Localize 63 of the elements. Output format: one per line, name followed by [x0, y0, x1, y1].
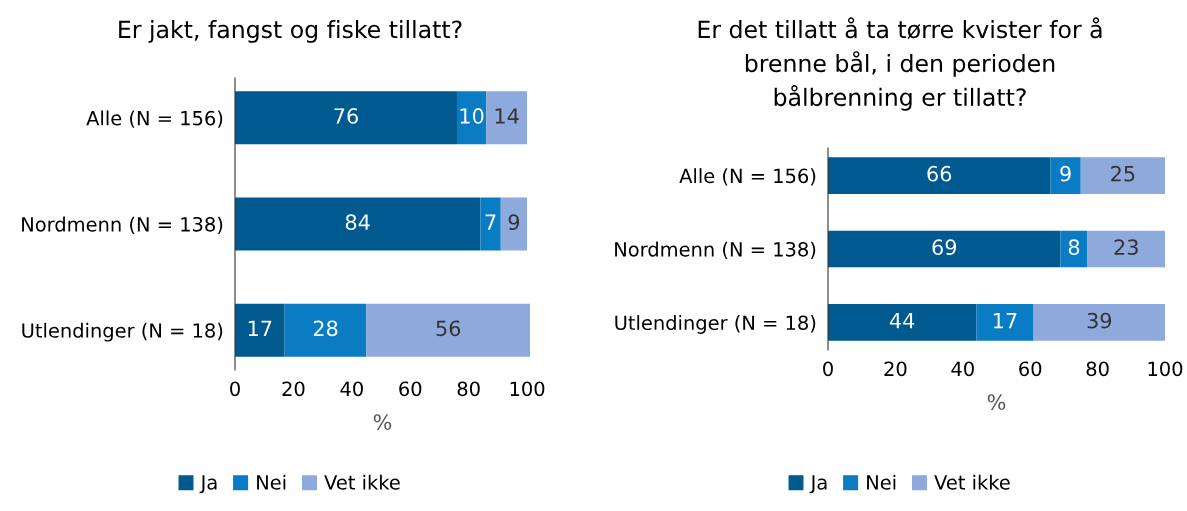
bar [1050, 157, 1081, 194]
data-label: 17 [993, 313, 1017, 329]
data-label: 9 [508, 214, 520, 231]
y-tick-label: Nordmenn (N = 138) [22, 216, 223, 234]
x-tick-label: 40 [340, 381, 363, 397]
legend-label: Nei [257, 474, 286, 490]
bar [500, 197, 528, 251]
bar [235, 91, 457, 145]
data-label: 28 [313, 320, 338, 337]
data-label: 84 [345, 214, 370, 231]
data-label: 69 [932, 239, 957, 256]
data-label: 44 [889, 313, 915, 329]
x-tick-label: 0 [823, 361, 833, 377]
bar [1080, 157, 1165, 194]
bar [486, 91, 528, 145]
bar [456, 91, 487, 145]
y-tick-label: Utlendinger (N = 18) [22, 322, 223, 342]
bar [828, 304, 977, 341]
x-axis-title: % [987, 394, 1006, 410]
legend-label: Ja [199, 475, 217, 494]
bar [976, 304, 1034, 341]
data-label: 66 [927, 165, 952, 182]
data-label: 7 [485, 214, 496, 230]
bar [480, 197, 501, 251]
y-tick-label: Utlendinger (N = 18) [615, 315, 816, 334]
x-tick-label: 100 [510, 381, 545, 397]
y-tick-label: Nordmenn (N = 138) [615, 241, 816, 259]
legend-label: Vet ikke [324, 474, 400, 490]
legend-label: Nei [867, 474, 896, 490]
x-tick-label: 40 [951, 361, 974, 377]
bar [235, 197, 481, 251]
y-tick-label: Alle (N = 156) [679, 168, 816, 186]
bar [235, 303, 285, 357]
bar [1087, 230, 1165, 268]
legend-label: Vet ikke [934, 474, 1010, 490]
legend-label: Ja [809, 475, 827, 494]
bar [1033, 304, 1165, 341]
bar [284, 303, 367, 357]
bar [366, 303, 530, 357]
data-label: 23 [1114, 239, 1138, 256]
x-tick-label: 80 [1086, 361, 1109, 377]
data-label: 76 [334, 108, 358, 124]
x-axis-title: % [373, 414, 392, 430]
x-tick-label: 20 [282, 381, 305, 397]
data-label: 14 [495, 108, 519, 124]
x-tick-label: 60 [399, 381, 422, 397]
data-label: 56 [436, 320, 461, 337]
bar [828, 157, 1051, 194]
bar [828, 230, 1061, 268]
y-tick-label: Alle (N = 156) [86, 110, 223, 128]
x-tick-label: 100 [1148, 361, 1183, 377]
data-label: 25 [1111, 165, 1135, 182]
data-label: 39 [1087, 312, 1112, 329]
data-label: 10 [460, 108, 484, 124]
x-tick-label: 0 [230, 381, 240, 397]
chart-title: Er det tillatt å ta tørre kvister for å brenne bål, i den perioden bålbrenning er tillatt? [698, 17, 1102, 111]
data-label: 8 [1068, 239, 1080, 256]
data-label: 17 [248, 320, 272, 336]
data-label: 9 [1060, 165, 1071, 182]
x-tick-label: 20 [884, 361, 907, 377]
x-tick-label: 60 [1019, 361, 1042, 377]
chart-title: Er jakt, fangst og fiske tillatt? [119, 20, 462, 43]
x-tick-label: 80 [457, 381, 480, 397]
